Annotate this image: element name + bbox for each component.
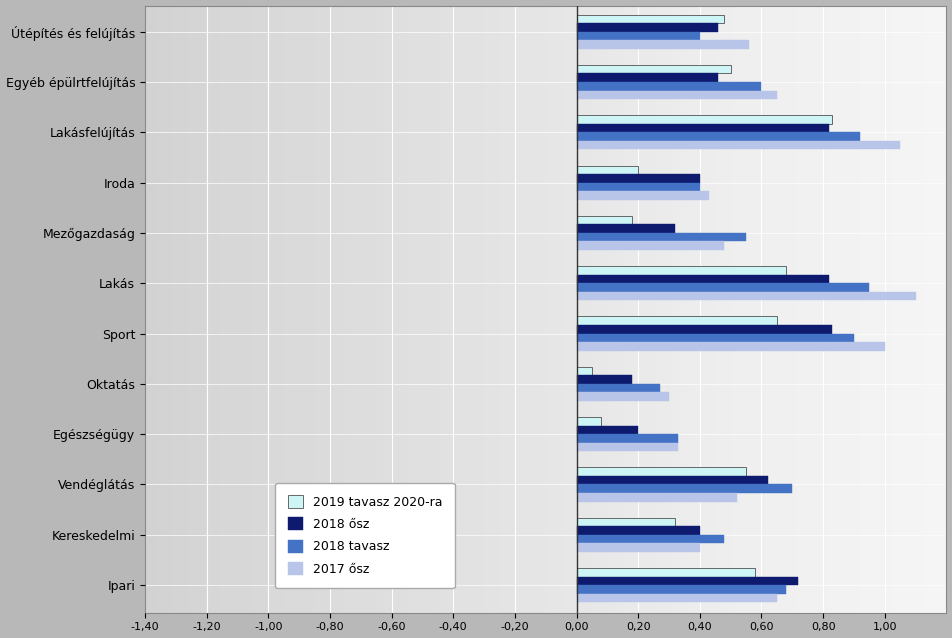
Bar bbox=[577, 65, 730, 73]
Bar bbox=[577, 593, 777, 602]
Bar bbox=[577, 443, 678, 451]
Bar bbox=[577, 517, 675, 526]
Bar bbox=[577, 585, 786, 593]
Bar bbox=[577, 165, 638, 174]
Bar bbox=[577, 526, 700, 535]
Bar bbox=[577, 266, 786, 275]
Bar bbox=[577, 384, 660, 392]
Bar bbox=[577, 342, 884, 351]
Bar bbox=[577, 132, 860, 141]
Bar bbox=[577, 316, 777, 325]
Bar bbox=[577, 275, 829, 283]
Bar bbox=[577, 417, 601, 426]
Bar bbox=[577, 141, 901, 149]
Bar bbox=[577, 392, 669, 401]
Bar bbox=[577, 91, 777, 99]
Bar bbox=[577, 568, 755, 577]
Bar bbox=[577, 484, 792, 493]
Bar bbox=[577, 544, 700, 552]
Bar bbox=[577, 241, 724, 250]
Bar bbox=[577, 577, 799, 585]
Bar bbox=[577, 82, 762, 91]
Bar bbox=[577, 334, 854, 342]
Bar bbox=[577, 23, 719, 32]
Bar bbox=[577, 174, 700, 182]
Bar bbox=[577, 434, 678, 443]
Bar bbox=[577, 40, 749, 49]
Legend: 2019 tavasz 2020-ra, 2018 ősz, 2018 tavasz, 2017 ősz: 2019 tavasz 2020-ra, 2018 ősz, 2018 tava… bbox=[275, 482, 455, 588]
Bar bbox=[577, 468, 746, 476]
Bar bbox=[577, 233, 746, 241]
Bar bbox=[577, 182, 700, 191]
Bar bbox=[577, 115, 832, 124]
Bar bbox=[577, 225, 675, 233]
Bar bbox=[577, 15, 724, 23]
Bar bbox=[577, 493, 737, 501]
Bar bbox=[577, 283, 869, 292]
Bar bbox=[577, 535, 724, 544]
Bar bbox=[577, 32, 700, 40]
Bar bbox=[577, 367, 592, 375]
Bar bbox=[577, 73, 719, 82]
Bar bbox=[577, 375, 632, 384]
Bar bbox=[577, 292, 916, 300]
Bar bbox=[577, 325, 832, 334]
Bar bbox=[577, 124, 829, 132]
Bar bbox=[577, 476, 767, 484]
Bar bbox=[577, 426, 638, 434]
Bar bbox=[577, 191, 709, 200]
Bar bbox=[577, 216, 632, 225]
